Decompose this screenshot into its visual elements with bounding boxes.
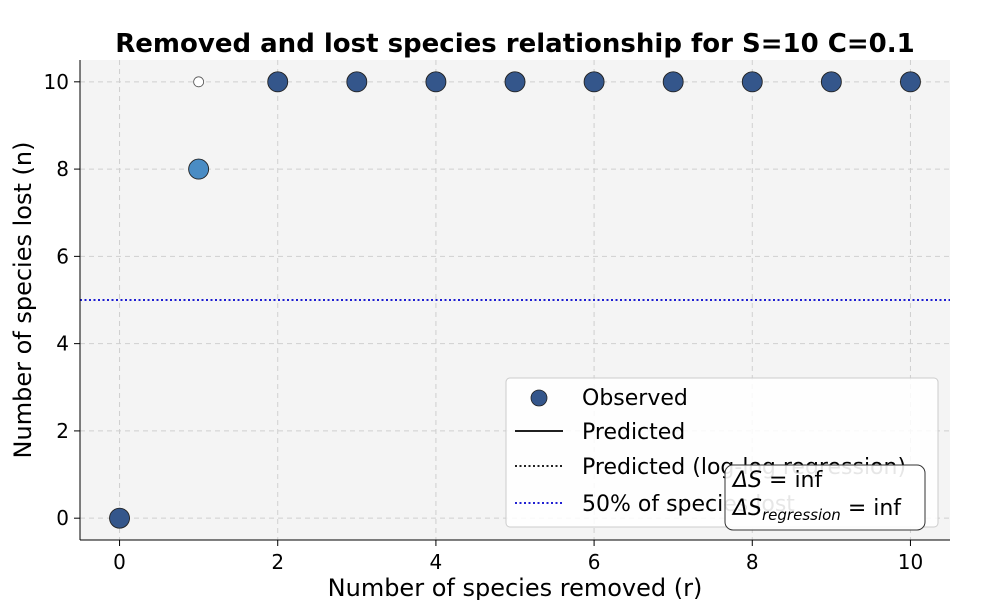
delta-s-value: = inf (769, 468, 823, 493)
x-tick-label: 10 (898, 550, 923, 574)
data-point (346, 71, 368, 93)
delta-s-annotation: ΔS = inf ΔSregression = inf (724, 464, 926, 531)
data-point (425, 71, 447, 93)
delta-s-regression-text: ΔSregression = inf (731, 496, 902, 526)
data-point (662, 71, 684, 93)
y-tick-label: 0 (56, 506, 69, 530)
x-tick-label: 2 (271, 550, 284, 574)
data-point (820, 71, 842, 93)
x-ticks: 0 2 4 6 8 10 (113, 540, 923, 574)
delta-s-symbol: ΔS (731, 468, 762, 493)
legend-marker-observed (530, 389, 548, 407)
y-ticks: 0 2 4 6 8 10 (44, 70, 80, 530)
legend-label-predicted: Predicted (582, 420, 685, 445)
y-tick-label: 10 (44, 70, 69, 94)
delta-s-reg-subscript: regression (762, 506, 841, 524)
x-tick-label: 0 (113, 550, 126, 574)
y-axis-label: Number of species lost (n) (9, 142, 37, 459)
data-point (267, 71, 289, 93)
chart-title: Removed and lost species relationship fo… (115, 29, 914, 59)
y-tick-label: 8 (56, 157, 69, 181)
delta-s-text: ΔS = inf (731, 468, 823, 493)
delta-s-reg-symbol: ΔS (731, 496, 762, 521)
annotation-box (724, 464, 926, 531)
data-point (900, 71, 921, 93)
data-point (504, 71, 526, 93)
delta-s-reg-value: = inf (848, 496, 902, 521)
data-point (109, 507, 130, 529)
x-tick-label: 6 (588, 550, 601, 574)
data-point (741, 71, 763, 93)
legend-label-observed: Observed (582, 386, 688, 411)
data-point (193, 76, 205, 88)
x-axis-label: Number of species removed (r) (328, 574, 703, 600)
y-tick-label: 6 (56, 244, 69, 268)
data-point (583, 71, 605, 93)
data-point (188, 158, 210, 180)
y-tick-label: 4 (56, 332, 69, 356)
y-tick-label: 2 (56, 419, 69, 443)
x-tick-label: 8 (746, 550, 759, 574)
x-tick-label: 4 (430, 550, 443, 574)
data-points (109, 71, 921, 529)
